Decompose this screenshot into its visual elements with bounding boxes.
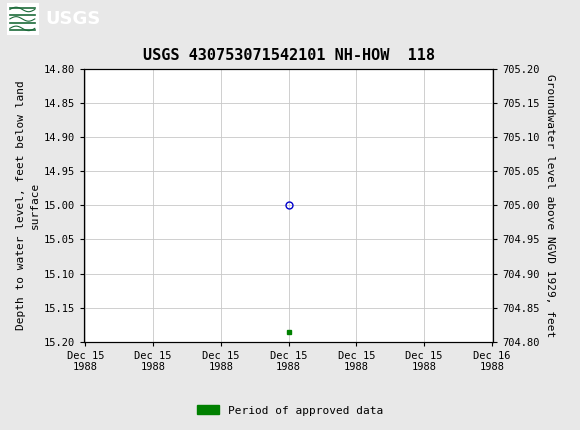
Y-axis label: Depth to water level, feet below land
surface: Depth to water level, feet below land su… <box>16 80 39 330</box>
Text: USGS: USGS <box>45 10 100 28</box>
Y-axis label: Groundwater level above NGVD 1929, feet: Groundwater level above NGVD 1929, feet <box>545 74 555 337</box>
Legend: Period of approved data: Period of approved data <box>193 401 387 420</box>
Bar <box>7 3 39 35</box>
Title: USGS 430753071542101 NH-HOW  118: USGS 430753071542101 NH-HOW 118 <box>143 49 434 64</box>
